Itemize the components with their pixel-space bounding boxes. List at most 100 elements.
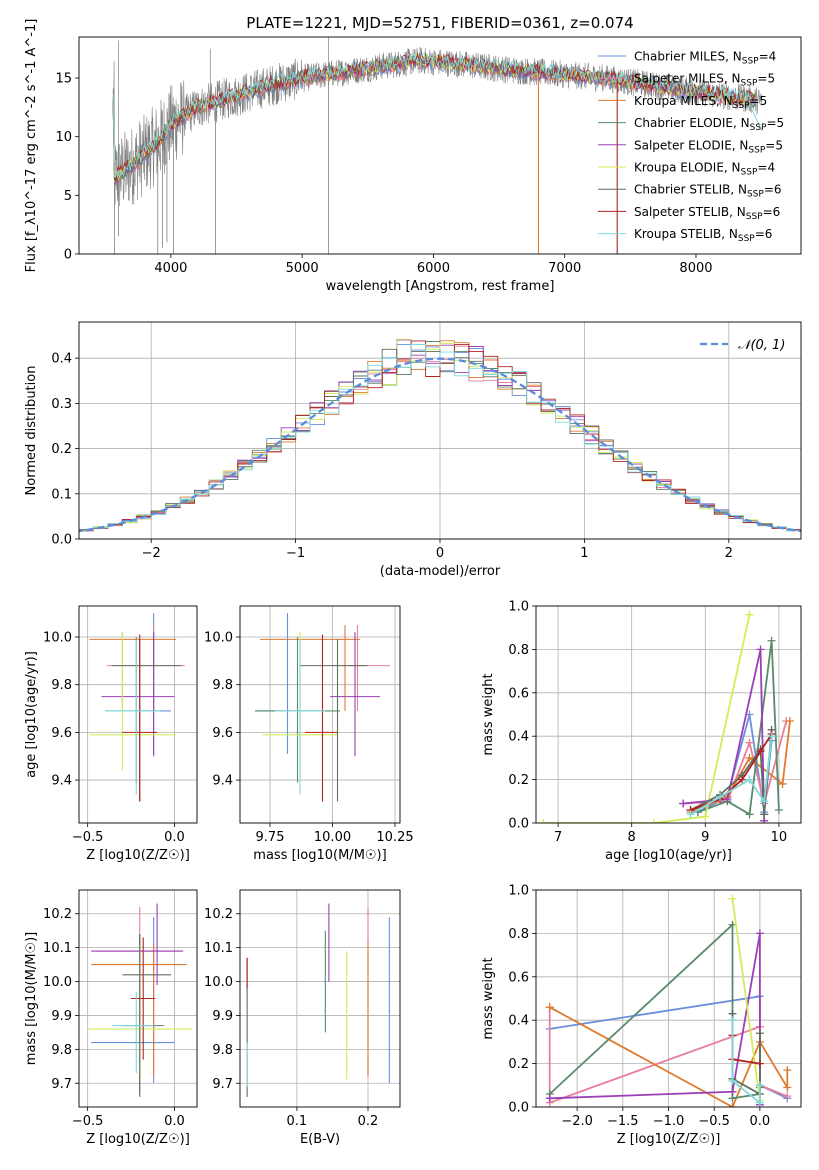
plot-area bbox=[539, 610, 794, 823]
plot-frame bbox=[78, 321, 802, 540]
y-tick-label: 10.0 bbox=[204, 975, 233, 990]
weight-marker-salpeter_miles bbox=[745, 738, 754, 747]
weight-marker-salpeter_stelib bbox=[755, 1059, 764, 1068]
weight-line-chabrier_stelib bbox=[690, 729, 773, 815]
x-axis-label: age [log10(age/yr)] bbox=[605, 848, 732, 863]
legend-label-salpeter_miles: Salpeter MILES, NSSP=5 bbox=[634, 72, 775, 89]
weight-marker-kroupa_elodie bbox=[728, 894, 737, 903]
y-tick-label: 9.6 bbox=[212, 726, 233, 741]
y-tick-label: 9.8 bbox=[51, 678, 72, 693]
weight-marker-kroupa_miles bbox=[783, 1066, 792, 1075]
y-tick-label: 10.0 bbox=[43, 975, 72, 990]
plot-frame bbox=[239, 605, 401, 824]
panel-massweight-vs-Z: −2.0 −1.5 −1.0 −0.5 0.0 0.0 0.2 0.4 0.6 0.8 1.0 Z [… bbox=[481, 884, 802, 1147]
x-axis-label: (data-model)/error bbox=[380, 564, 501, 579]
weight-marker-kroupa_stelib bbox=[755, 1081, 764, 1090]
model-tail bbox=[748, 101, 763, 132]
x-tick-label: −2.0 bbox=[561, 1114, 593, 1129]
weight-marker-kroupa_elodie bbox=[649, 819, 658, 823]
legend-label-gaussian: 𝒩(0, 1) bbox=[738, 338, 785, 353]
plot-frame bbox=[78, 889, 198, 1108]
x-axis-label: Z [log10(Z/Z☉)] bbox=[86, 848, 190, 863]
plot-frame bbox=[78, 36, 802, 255]
legend-label-kroupa_elodie: Kroupa ELODIE, NSSP=4 bbox=[634, 161, 775, 178]
weight-marker-kroupa_elodie bbox=[745, 610, 754, 619]
panel-age-vs-mass: 9.75 10.00 10.25 9.4 9.6 9.8 10.0 mass [log10(M… bbox=[204, 605, 414, 863]
weight-marker-kroupa_stelib bbox=[728, 1016, 737, 1025]
x-tick-label: 10 bbox=[771, 830, 788, 845]
weight-marker-kroupa_miles bbox=[728, 1103, 737, 1107]
y-tick-label: 5 bbox=[64, 189, 72, 204]
x-axis-label: mass [log10(M/M☉)] bbox=[253, 848, 386, 863]
y-tick-label: 10.0 bbox=[43, 631, 72, 646]
chart-title: PLATE=1221, MJD=52751, FIBERID=0361, z=0… bbox=[246, 14, 633, 32]
x-tick-label: 7000 bbox=[548, 261, 581, 276]
plot-area bbox=[545, 894, 792, 1107]
legend-label-chabrier_miles: Chabrier MILES, NSSP=4 bbox=[634, 50, 776, 67]
y-tick-label: 0.2 bbox=[51, 442, 72, 457]
y-tick-label: 0.1 bbox=[51, 487, 72, 502]
y-tick-label: 1.0 bbox=[508, 884, 529, 899]
x-tick-label: 8 bbox=[628, 830, 636, 845]
x-tick-label: 10.25 bbox=[376, 830, 413, 845]
x-tick-label: −1.0 bbox=[653, 1114, 685, 1129]
weight-marker-salpeter_stelib bbox=[738, 775, 747, 784]
y-tick-label: 0.0 bbox=[508, 817, 529, 832]
plot-frame bbox=[239, 889, 401, 1108]
weight-marker-kroupa_stelib bbox=[728, 1076, 737, 1085]
plot-area bbox=[89, 613, 185, 802]
y-tick-label: 9.9 bbox=[51, 1009, 72, 1024]
x-axis-label: Z [log10(Z/Z☉)] bbox=[86, 1132, 190, 1147]
y-tick-label: 9.8 bbox=[51, 1043, 72, 1058]
x-tick-label: −0.5 bbox=[72, 830, 104, 845]
y-tick-label: 0.2 bbox=[508, 773, 529, 788]
weight-marker-chabrier_stelib bbox=[755, 1029, 764, 1038]
x-tick-label: 6000 bbox=[417, 261, 450, 276]
legend-label-kroupa_miles: Kroupa MILES, NSSP=5 bbox=[634, 94, 767, 111]
plot-frame bbox=[535, 889, 802, 1108]
y-tick-label: 0.6 bbox=[508, 970, 529, 985]
x-tick-label: 4000 bbox=[154, 261, 187, 276]
panel-residuals: −2 −1 0 1 2 0.0 0.1 0.2 0.3 0.4 (data-model)/error… bbox=[24, 321, 802, 579]
x-tick-label: −2 bbox=[142, 546, 161, 561]
weight-line-kroupa_elodie bbox=[543, 614, 751, 823]
y-tick-label: 9.8 bbox=[212, 1043, 233, 1058]
y-tick-label: 15 bbox=[55, 72, 72, 87]
weight-marker-kroupa_miles bbox=[783, 1083, 792, 1092]
y-tick-label: 9.7 bbox=[51, 1077, 72, 1092]
x-tick-label: −1.5 bbox=[607, 1114, 639, 1129]
panel-mass-vs-EBV: 0.1 0.2 9.7 9.8 9.9 10.0 10.1 10.2 E(B-V) bbox=[204, 889, 401, 1147]
weight-marker-kroupa_miles bbox=[745, 753, 754, 762]
panel-spectrum: 4000 5000 6000 7000 8000 0 5 10 15 wavelength [An… bbox=[24, 19, 802, 294]
x-tick-label: 2 bbox=[725, 546, 733, 561]
weight-marker-kroupa_stelib bbox=[716, 792, 725, 801]
y-tick-label: 9.4 bbox=[212, 774, 233, 789]
y-tick-label: 0.4 bbox=[51, 352, 72, 367]
legend-label-kroupa_stelib: Kroupa STELIB, NSSP=6 bbox=[634, 227, 772, 244]
weight-marker-kroupa_elodie bbox=[539, 819, 548, 823]
panel-mass-vs-Z: −0.5 0.0 9.7 9.8 9.9 10.0 10.1 10.2 Z [log10(Z/Z… bbox=[24, 889, 198, 1147]
x-tick-label: −0.5 bbox=[698, 1114, 730, 1129]
legend-label-salpeter_stelib: Salpeter STELIB, NSSP=6 bbox=[634, 205, 780, 222]
y-axis-label: mass weight bbox=[481, 673, 496, 755]
x-tick-label: 1 bbox=[580, 546, 588, 561]
plot-area bbox=[112, 37, 763, 254]
y-tick-label: 0.8 bbox=[508, 927, 529, 942]
panel-age-vs-Z: −0.5 0.0 9.4 9.6 9.8 10.0 Z [log10(Z/Z☉)] age [… bbox=[24, 605, 198, 863]
weight-marker-kroupa_stelib bbox=[755, 1098, 764, 1107]
legend-label-salpeter_elodie: Salpeter ELODIE, NSSP=5 bbox=[634, 138, 783, 155]
weight-marker-chabrier_elodie bbox=[745, 810, 754, 819]
gaussian-curve bbox=[79, 357, 801, 533]
x-tick-label: −0.5 bbox=[72, 1114, 104, 1129]
weight-marker-salpeter_elodie bbox=[723, 795, 732, 804]
y-tick-label: 0.4 bbox=[508, 730, 529, 745]
x-axis-label: Z [log10(Z/Z☉)] bbox=[617, 1132, 721, 1147]
y-tick-label: 0.4 bbox=[508, 1014, 529, 1029]
legend-label-chabrier_stelib: Chabrier STELIB, NSSP=6 bbox=[634, 183, 782, 200]
x-tick-label: 5000 bbox=[286, 261, 319, 276]
weight-marker-salpeter_elodie bbox=[728, 1087, 737, 1096]
y-tick-label: 0.2 bbox=[508, 1057, 529, 1072]
weight-line-kroupa_elodie bbox=[731, 898, 761, 1101]
weight-marker-kroupa_stelib bbox=[760, 797, 769, 806]
